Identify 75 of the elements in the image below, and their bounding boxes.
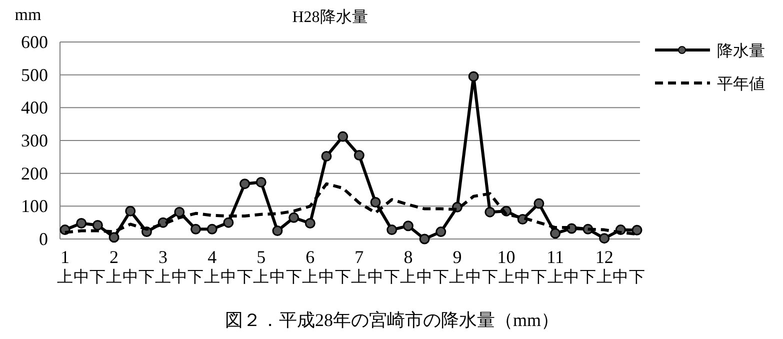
point [354,150,364,161]
x-tick-label: 2 上 [106,247,122,286]
point [484,206,496,218]
x-tick-label: 中 [318,268,334,286]
point [386,224,398,236]
x-tick-label: 下 [384,269,400,286]
x-tick-label: 中 [122,268,138,286]
x-tick-label: 中 [466,268,482,286]
point [632,224,642,236]
x-tick-label: 下 [90,269,106,286]
y-tick-label: 500 [21,64,48,85]
point [288,212,300,223]
x-tick-label: 10 上 [497,247,516,286]
x-tick-label: 下 [334,269,351,286]
y-tick-label: 400 [21,98,48,118]
x-tick-label: 下 [629,269,645,286]
x-tick-label: 中 [612,268,629,286]
point [92,220,103,230]
point [190,224,201,234]
y-tick-label: 600 [21,32,48,52]
x-tick-label: 中 [514,268,531,286]
point [402,220,414,232]
point [534,198,544,209]
y-tick-label: 100 [21,196,48,216]
x-tick-label: 中 [416,268,433,286]
point [338,131,348,142]
point [272,226,283,236]
point [76,218,87,228]
x-tick-label: 3 上 [155,247,172,286]
x-tick-label: 5 上 [253,247,270,286]
point [370,196,381,208]
x-tick-label: 6 上 [302,247,318,286]
x-tick-label: 下 [236,269,253,286]
x-tick-label: 7 上 [351,247,368,286]
point [240,178,250,190]
y-axis-title: mm [14,5,42,24]
chart-title: H28降水量 [292,8,368,26]
point [599,233,610,244]
x-tick-label: 中 [564,268,580,286]
legend-label: 平年値 [717,76,765,93]
x-tick-label: 1 上 [57,247,73,286]
x-tick-label: 下 [580,269,596,286]
point [206,224,218,234]
y-tick-label: 200 [21,163,48,184]
point [108,232,120,243]
point [174,206,185,218]
point [321,151,332,162]
point [304,218,316,228]
x-tick-label: 12 上 [595,247,614,286]
x-tick-label: 4 上 [204,247,220,286]
x-tick-label: 下 [432,269,449,286]
point [468,71,479,82]
x-tick-label: 下 [138,269,155,286]
x-tick-label: 8 上 [400,247,416,286]
legend-label: 降水量 [717,42,765,60]
point [550,228,561,239]
point [125,206,136,216]
point [256,176,266,188]
point [419,234,430,244]
x-tick-label: 11 上 [546,247,564,286]
x-tick-label: 中 [269,268,286,286]
x-tick-label: 中 [73,268,90,286]
x-tick-label: 中 [220,268,236,286]
point [436,226,446,238]
x-tick-label: 下 [188,269,204,286]
x-tick-label: 中 [368,268,384,286]
x-tick-label: 下 [482,269,498,286]
y-tick-label: 0 [39,229,48,249]
point [223,217,234,228]
x-tick-label: 中 [171,268,188,286]
caption: 図２．平成28年の宮崎市の降水量（mm） [224,310,560,330]
x-tick-label: 下 [286,269,302,286]
x-tick-label: 9 上 [449,247,466,286]
x-tick-label: 下 [530,269,547,286]
y-tick-label: 300 [21,130,48,150]
